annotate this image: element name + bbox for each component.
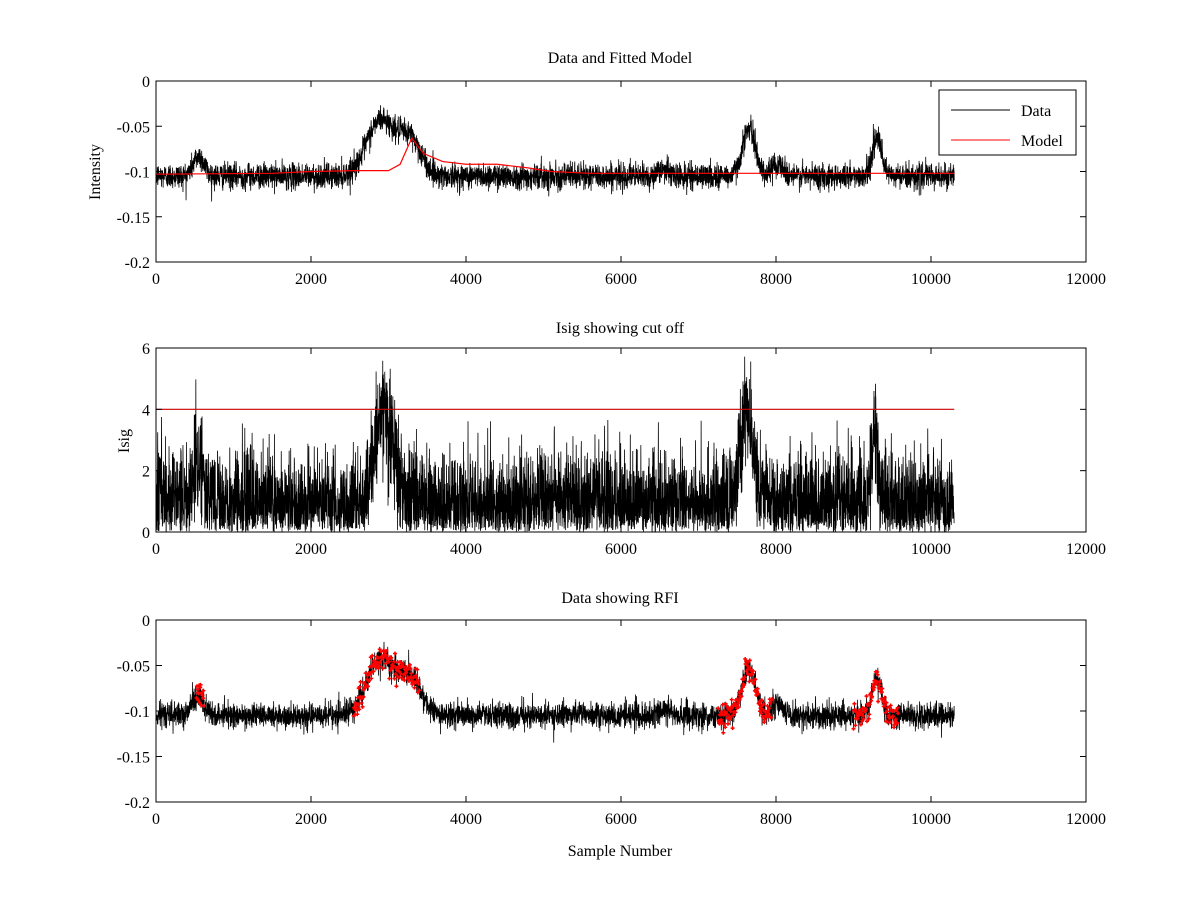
x-tick-label: 12000 xyxy=(1066,541,1106,558)
x-tick-label: 2000 xyxy=(295,811,327,828)
y-tick-label: 6 xyxy=(142,341,150,358)
y-tick-label: -0.2 xyxy=(125,255,150,272)
x-tick-label: 8000 xyxy=(760,811,792,828)
panel-3-series-rfi-markers xyxy=(194,647,901,735)
panel-2-plot-area xyxy=(156,356,955,532)
x-tick-label: 10000 xyxy=(911,271,951,288)
panel-data-and-model: Data and Fitted Model Intensity 0 2000 400… xyxy=(87,50,1106,288)
legend-data-label: Data xyxy=(1021,103,1051,120)
x-tick-label: 10000 xyxy=(911,541,951,558)
legend: Data Model xyxy=(938,89,1077,156)
panel-3-ticks: 0 2000 4000 6000 8000 10000 12000 0 -0.05 -0.1 -0.… xyxy=(117,613,1106,828)
y-tick-label: 2 xyxy=(142,464,150,481)
panel-1-series-data xyxy=(156,105,955,202)
y-tick-label: -0.05 xyxy=(117,119,150,136)
x-tick-label: 2000 xyxy=(295,541,327,558)
rfi-marker xyxy=(194,647,901,735)
panel-isig: Isig showing cut off Isig 0 2000 4000 6000 8… xyxy=(116,320,1106,558)
panel-2-ylabel: Isig xyxy=(116,429,133,453)
x-tick-label: 0 xyxy=(152,271,160,288)
panel-3-title: Data showing RFI xyxy=(561,590,678,607)
x-tick-label: 6000 xyxy=(605,811,637,828)
y-tick-label: -0.1 xyxy=(125,704,150,721)
y-tick-label: 0 xyxy=(142,525,150,542)
x-tick-label: 4000 xyxy=(450,541,482,558)
panel-3-series-signal xyxy=(156,641,955,743)
panel-2-title: Isig showing cut off xyxy=(556,320,685,337)
x-tick-label: 0 xyxy=(152,811,160,828)
panel-1-ticks: 0 2000 4000 6000 8000 10000 12000 0 -0.05 -0.1 -0.… xyxy=(117,74,1106,288)
x-tick-label: 8000 xyxy=(760,271,792,288)
x-tick-label: 0 xyxy=(152,541,160,558)
x-tick-label: 8000 xyxy=(760,541,792,558)
x-tick-label: 4000 xyxy=(450,271,482,288)
panel-1-ylabel: Intensity xyxy=(87,144,104,200)
x-tick-label: 6000 xyxy=(605,541,637,558)
panel-2-series-signal xyxy=(156,356,955,532)
y-tick-label: 0 xyxy=(142,74,150,91)
panel-3-plot-area xyxy=(156,641,955,743)
y-tick-label: -0.15 xyxy=(117,210,150,227)
y-tick-label: -0.05 xyxy=(117,659,150,676)
y-tick-label: 0 xyxy=(142,613,150,630)
x-tick-label: 4000 xyxy=(450,811,482,828)
x-tick-label: 12000 xyxy=(1066,811,1106,828)
x-tick-label: 2000 xyxy=(295,271,327,288)
panel-rfi: Data showing RFI 0 2000 4000 6000 8000 10000 1… xyxy=(117,590,1106,860)
panel-1-series-model xyxy=(156,136,955,175)
y-tick-label: -0.2 xyxy=(125,795,150,812)
x-tick-label: 12000 xyxy=(1066,271,1106,288)
x-tick-label: 6000 xyxy=(605,271,637,288)
panel-3-xlabel: Sample Number xyxy=(568,843,673,860)
legend-box xyxy=(938,89,1077,156)
legend-model-label: Model xyxy=(1021,133,1063,150)
y-tick-label: -0.1 xyxy=(125,165,150,182)
y-tick-label: 4 xyxy=(142,402,150,419)
panel-1-plot-area xyxy=(156,105,955,202)
y-tick-label: -0.15 xyxy=(117,750,150,767)
panel-1-title: Data and Fitted Model xyxy=(548,50,693,67)
x-tick-label: 10000 xyxy=(911,811,951,828)
panel-2-ticks: 0 2000 4000 6000 8000 10000 12000 0 2 4 6 xyxy=(142,341,1106,558)
